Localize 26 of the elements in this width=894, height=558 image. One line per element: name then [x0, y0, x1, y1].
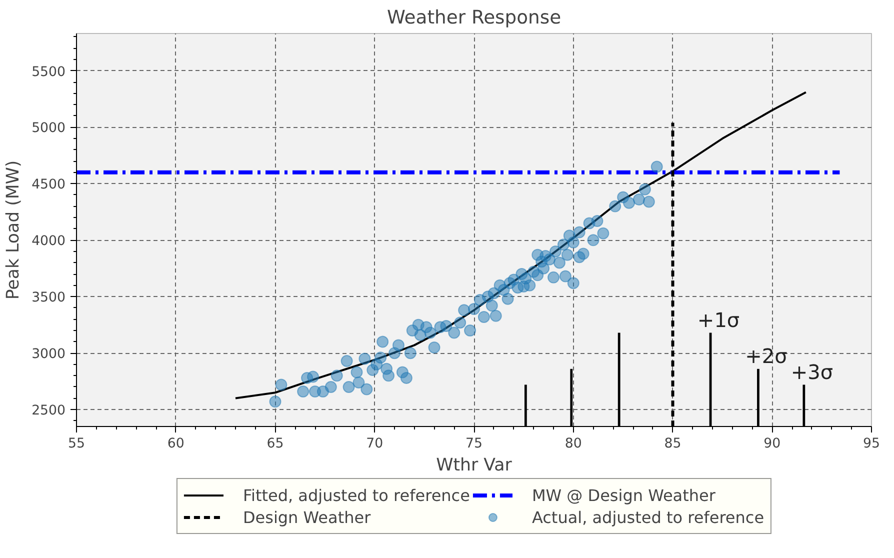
legend-label: Design Weather: [242, 508, 371, 526]
annotation: +2σ: [745, 344, 788, 368]
x-axis-title: Wthr Var: [436, 456, 513, 476]
legend-label: MW @ Design Weather: [532, 486, 716, 504]
legend-label: Actual, adjusted to reference: [532, 508, 764, 526]
chart-title: Weather Response: [386, 8, 562, 28]
y-tick-label: 5000: [32, 121, 66, 136]
y-tick-label: 4000: [32, 234, 66, 250]
x-tick-label: 85: [664, 436, 682, 452]
x-tick-label: 95: [863, 436, 880, 452]
y-tick-label: 3500: [32, 290, 66, 306]
x-tick-label: 65: [266, 436, 284, 452]
annotation: +1σ: [697, 308, 740, 332]
x-tick-label: 90: [764, 436, 781, 452]
y-tick-label: 4500: [32, 178, 66, 193]
y-tick-label: 3000: [32, 347, 66, 362]
x-tick-label: 60: [167, 436, 184, 452]
y-axis-title: Peak Load (MW): [4, 160, 24, 300]
y-tick-label: 2500: [32, 404, 66, 419]
legend-label: Fitted, adjusted to reference: [242, 486, 470, 504]
x-tick-label: 75: [466, 436, 482, 452]
y-tick-label: 5500: [32, 64, 66, 80]
x-tick-label: 55: [68, 436, 85, 452]
x-tick-label: 70: [366, 436, 384, 452]
x-tick-label: 80: [564, 436, 582, 452]
annotation: +3σ: [790, 360, 834, 384]
